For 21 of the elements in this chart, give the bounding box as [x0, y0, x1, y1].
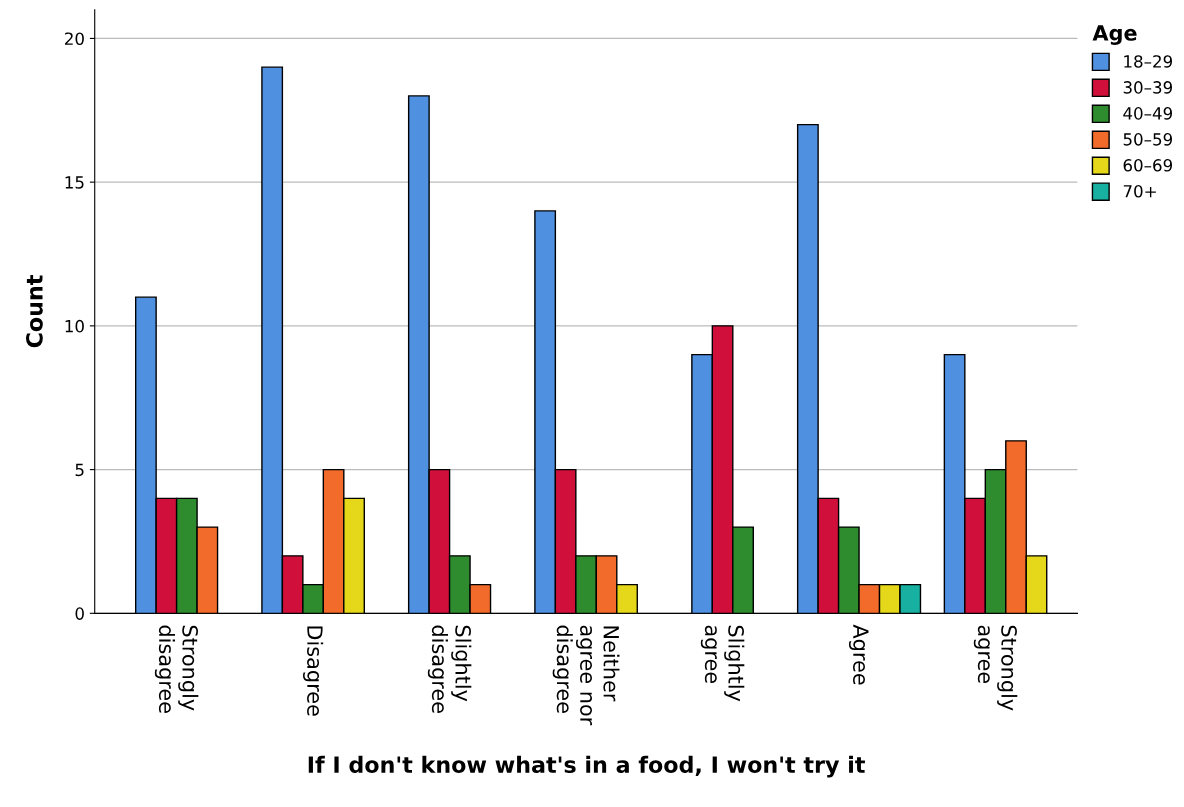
legend-title: Age	[1092, 25, 1137, 46]
y-tick-label: 5	[75, 463, 84, 477]
y-tick-label: 10	[65, 319, 84, 333]
y-tick-label: 20	[65, 32, 84, 45]
x-tick-label: Strongly agree	[973, 625, 1018, 711]
x-tick-label: Agree	[848, 624, 869, 685]
legend-label: 50–59	[1123, 133, 1173, 146]
y-tick-label: 15	[65, 176, 84, 189]
x-axis-title: If I don't know what's in a food, I won't try it	[308, 755, 865, 778]
legend-label: 70+	[1123, 184, 1156, 198]
x-tick-label: Slightly disagree	[427, 625, 472, 713]
y-tick-label: 0	[75, 607, 84, 620]
x-tick-label: Disagree	[303, 626, 324, 716]
y-axis-title: Count	[26, 275, 43, 348]
legend-label: 18–29	[1124, 55, 1173, 68]
x-tick-label: Slightly agree	[700, 625, 745, 702]
legend-label: 30–39	[1123, 81, 1173, 94]
x-tick-label: Neither agree nor disagree	[552, 625, 620, 726]
legend-label: 40–49	[1123, 107, 1173, 120]
x-tick-label: Strongly disagree	[154, 625, 199, 713]
legend-label: 60–69	[1123, 159, 1173, 172]
